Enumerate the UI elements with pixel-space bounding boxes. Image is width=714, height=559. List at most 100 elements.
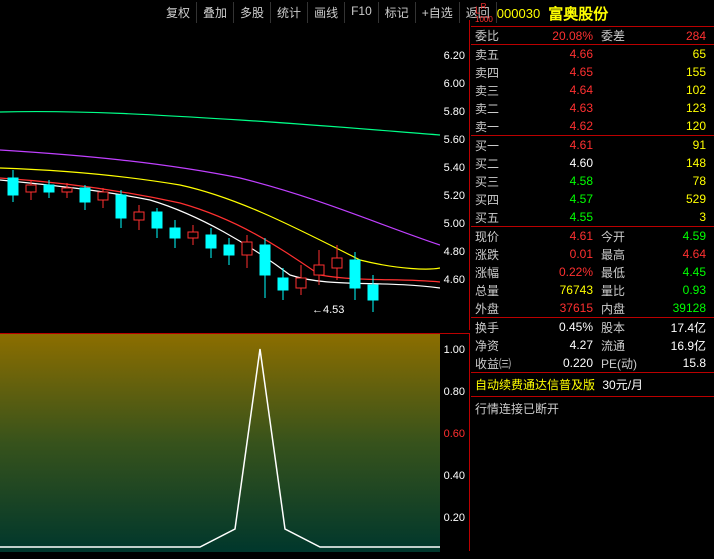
q-val2: 4.59 xyxy=(641,229,710,243)
q-val2: 39128 xyxy=(641,301,710,315)
q-val1: 76743 xyxy=(523,283,593,297)
ask-orders: 卖五4.6665卖四4.65155卖三4.64102卖二4.63123卖一4.6… xyxy=(471,45,714,135)
indicator-chart[interactable]: 1.00 0.80 0.60 0.40 0.20 xyxy=(0,333,470,551)
commission-ratio-row: 委比 20.08% 委差 284 xyxy=(471,27,714,45)
ob-price: 4.60 xyxy=(523,156,593,170)
price-tick: 5.00 xyxy=(444,218,465,230)
orderbook-row[interactable]: 买四4.57529 xyxy=(471,190,714,208)
stock-code[interactable]: 000030 xyxy=(497,6,540,21)
indicator-tick: 0.80 xyxy=(444,386,465,398)
side-panel: LR 1000 000030 富奥股份 委比 20.08% 委差 284 卖五4… xyxy=(471,0,714,559)
q-val2: 15.8 xyxy=(641,356,710,370)
ob-price: 4.57 xyxy=(523,192,593,206)
q-val1: 0.45% xyxy=(523,320,593,334)
ob-label: 买五 xyxy=(475,209,523,226)
price-tick: 4.80 xyxy=(444,246,465,258)
ob-label: 卖一 xyxy=(475,118,523,135)
q-label2: 最低 xyxy=(593,264,641,281)
q-label2: 内盘 xyxy=(593,300,641,317)
indicator-svg xyxy=(0,334,440,552)
orderbook-row[interactable]: 买一4.61 91 xyxy=(471,136,714,154)
q-label: 涨幅 xyxy=(475,264,523,281)
level-indicator: LR 1000 xyxy=(475,2,493,24)
q-val2: 4.64 xyxy=(641,247,710,261)
q-label2: 今开 xyxy=(593,228,641,245)
indicator-tick: 1.00 xyxy=(444,344,465,356)
ob-price: 4.55 xyxy=(523,210,593,224)
ob-price: 4.66 xyxy=(523,47,593,61)
q-label: 外盘 xyxy=(475,300,523,317)
ob-volume: 3 xyxy=(641,210,710,224)
ob-volume: 148 xyxy=(641,156,710,170)
bid-orders: 买一4.6191买二4.60148买三4.5878买四4.57529买五4.55… xyxy=(471,136,714,226)
q-val2: 17.4亿 xyxy=(641,319,710,336)
q-val2: 16.9亿 xyxy=(641,337,710,354)
orderbook-row[interactable]: 买五4.55 3 xyxy=(471,208,714,226)
ob-label: 卖三 xyxy=(475,82,523,99)
indicator-tick: 0.20 xyxy=(444,512,465,524)
ob-volume: 120 xyxy=(641,119,710,133)
quote-section: 现价4.61今开4.59涨跌0.01最高4.64涨幅0.22%最低4.45总量7… xyxy=(471,227,714,317)
q-val1: 37615 xyxy=(523,301,593,315)
price-tick: 5.40 xyxy=(444,162,465,174)
diff-label: 委差 xyxy=(593,27,641,44)
chart-svg xyxy=(0,20,440,330)
price-tick: 6.20 xyxy=(444,50,465,62)
quote-row: 总量76743量比0.93 xyxy=(471,281,714,299)
ob-label: 卖四 xyxy=(475,64,523,81)
q-val2: 4.45 xyxy=(641,265,710,279)
candlestick-chart[interactable]: 6.20 6.00 5.80 5.60 5.40 5.20 5.00 4.80 4.60 ←4.… xyxy=(0,20,470,330)
q-label: 涨跌 xyxy=(475,246,523,263)
q-val1: 0.01 xyxy=(523,247,593,261)
orderbook-row[interactable]: 买二4.60148 xyxy=(471,154,714,172)
q-label2: 量比 xyxy=(593,282,641,299)
price-tick: 6.00 xyxy=(444,78,465,90)
orderbook-row[interactable]: 卖三4.64 102 xyxy=(471,81,714,99)
q-val1: 4.61 xyxy=(523,229,593,243)
low-annotation: ←4.53 xyxy=(312,304,344,316)
quote-row: 涨跌0.01最高4.64 xyxy=(471,245,714,263)
price-tick: 5.60 xyxy=(444,134,465,146)
q-label: 收益㈢ xyxy=(475,355,523,372)
ob-volume: 102 xyxy=(641,83,710,97)
ob-label: 卖五 xyxy=(475,46,523,63)
orderbook-row[interactable]: 买三4.5878 xyxy=(471,172,714,190)
q-val1: 0.22% xyxy=(523,265,593,279)
q-label: 现价 xyxy=(475,228,523,245)
ob-price: 4.58 xyxy=(523,174,593,188)
ob-volume: 529 xyxy=(641,192,710,206)
indicator-tick: 0.60 xyxy=(444,428,465,440)
orderbook-row[interactable]: 卖二4.63123 xyxy=(471,99,714,117)
ob-price: 4.64 xyxy=(523,83,593,97)
price-tick: 4.60 xyxy=(444,274,465,286)
q-label2: PE(动) xyxy=(593,355,641,372)
indicator-tick: 0.40 xyxy=(444,470,465,482)
promo-text: 自动续费通达信普及版 xyxy=(475,378,595,392)
quote-row: 现价4.61今开4.59 xyxy=(471,227,714,245)
diff-value: 284 xyxy=(641,29,710,43)
ob-label: 买三 xyxy=(475,173,523,190)
orderbook-row[interactable]: 卖五4.6665 xyxy=(471,45,714,63)
quote-row: 涨幅0.22%最低4.45 xyxy=(471,263,714,281)
ratio-value: 20.08% xyxy=(523,29,593,43)
stock-name[interactable]: 富奥股份 xyxy=(548,3,608,24)
q-label2: 流通 xyxy=(593,337,641,354)
price-tick: 5.80 xyxy=(444,106,465,118)
extra-section: 换手0.45%股本17.4亿净资4.27流通16.9亿收益㈢0.220PE(动)… xyxy=(471,318,714,372)
ob-volume: 91 xyxy=(641,138,710,152)
ob-volume: 123 xyxy=(641,101,710,115)
orderbook-row[interactable]: 卖一4.62120 xyxy=(471,117,714,135)
ob-label: 买一 xyxy=(475,137,523,154)
q-label2: 股本 xyxy=(593,319,641,336)
orderbook-row[interactable]: 卖四4.65155 xyxy=(471,63,714,81)
ratio-label: 委比 xyxy=(475,27,523,44)
connection-status: 行情连接已断开 xyxy=(471,397,714,420)
promo-banner[interactable]: 自动续费通达信普及版 30元/月 xyxy=(471,373,714,397)
ob-price: 4.61 xyxy=(523,138,593,152)
ob-volume: 155 xyxy=(641,65,710,79)
ob-price: 4.63 xyxy=(523,101,593,115)
quote-row: 外盘37615内盘39128 xyxy=(471,299,714,317)
quote-row: 收益㈢0.220PE(动)15.8 xyxy=(471,354,714,372)
q-val1: 4.27 xyxy=(523,338,593,352)
price-tick: 5.20 xyxy=(444,190,465,202)
